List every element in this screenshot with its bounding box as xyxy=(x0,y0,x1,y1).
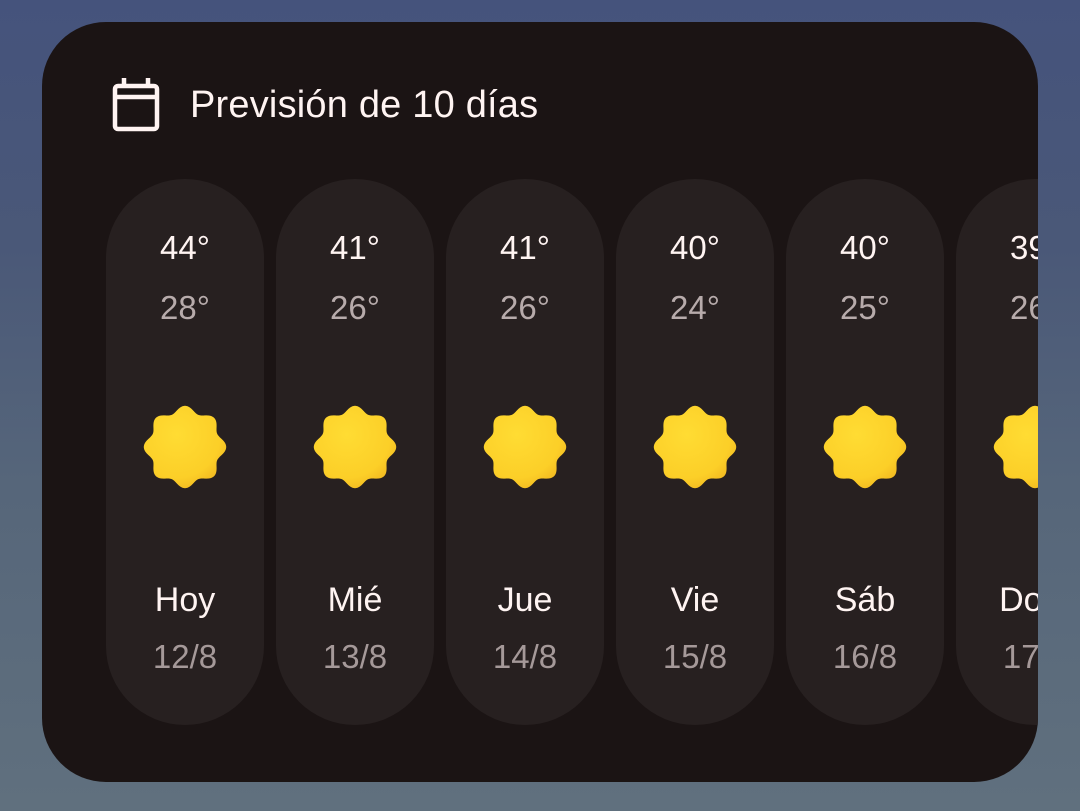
day-forecast-item[interactable]: 40° 25° Sáb 16/8 xyxy=(786,179,944,725)
day-date: 12/8 xyxy=(152,638,218,675)
sunny-icon xyxy=(823,405,907,489)
day-forecast-item[interactable]: 40° 24° Vie 15/8 xyxy=(616,179,774,725)
low-temp: 28° xyxy=(160,289,210,326)
day-name: Vie xyxy=(670,581,720,619)
day-name: Jue xyxy=(497,581,553,619)
high-temp: 40° xyxy=(670,229,720,266)
low-temp: 26° xyxy=(500,289,550,326)
sunny-icon xyxy=(483,405,567,489)
low-temp: 26° xyxy=(330,289,380,326)
day-name: Hoy xyxy=(154,581,216,619)
high-temp: 40° xyxy=(840,229,890,266)
day-forecast-item[interactable]: 39° 26° Dom 17/8 xyxy=(956,179,1038,725)
day-date: 15/8 xyxy=(662,638,728,675)
forecast-list[interactable]: 44° 28° Hoy 12/8 41° 26° Mié 13/8 41° 26… xyxy=(106,179,1038,725)
card-header: Previsión de 10 días xyxy=(112,78,538,132)
day-name: Sáb xyxy=(834,581,896,619)
day-forecast-item[interactable]: 41° 26° Mié 13/8 xyxy=(276,179,434,725)
low-temp: 24° xyxy=(670,289,720,326)
day-name: Dom xyxy=(999,581,1038,619)
card-title: Previsión de 10 días xyxy=(190,83,539,126)
high-temp: 39° xyxy=(1010,229,1038,266)
day-date: 13/8 xyxy=(322,638,388,675)
low-temp: 25° xyxy=(840,289,890,326)
sunny-icon xyxy=(143,405,227,489)
high-temp: 44° xyxy=(160,229,210,266)
sunny-icon xyxy=(993,405,1038,489)
day-forecast-item[interactable]: 41° 26° Jue 14/8 xyxy=(446,179,604,725)
day-date: 17/8 xyxy=(1002,638,1038,675)
day-date: 16/8 xyxy=(832,638,898,675)
high-temp: 41° xyxy=(330,229,380,266)
day-date: 14/8 xyxy=(492,638,558,675)
day-name: Mié xyxy=(327,581,383,619)
low-temp: 26° xyxy=(1010,289,1038,326)
calendar-icon xyxy=(112,78,160,132)
forecast-card: Previsión de 10 días 44° 28° Hoy 12/8 41… xyxy=(42,22,1038,782)
day-forecast-item[interactable]: 44° 28° Hoy 12/8 xyxy=(106,179,264,725)
sunny-icon xyxy=(653,405,737,489)
sunny-icon xyxy=(313,405,397,489)
high-temp: 41° xyxy=(500,229,550,266)
